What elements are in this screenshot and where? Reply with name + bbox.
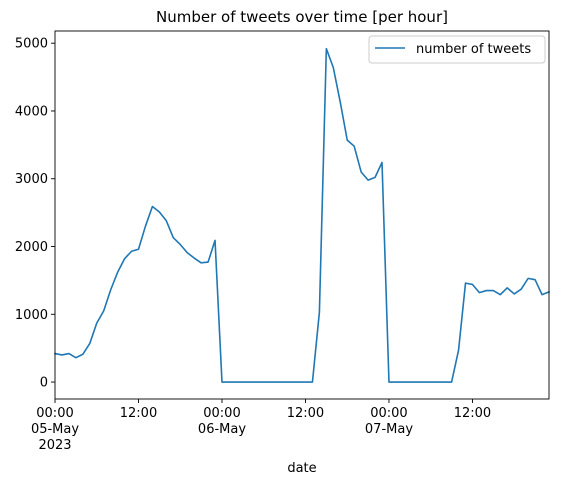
x-axis-label: date (287, 461, 316, 476)
x-tick-label: 00:00 (370, 406, 407, 421)
y-tick-label: 5000 (15, 37, 48, 52)
x-tick-label: 12:00 (287, 406, 324, 421)
x-tick-label: 00:00 (36, 406, 73, 421)
y-axis-ticks: 0 1000 2000 3000 4000 5000 (15, 37, 55, 391)
x-tick-label: 07-May (365, 422, 413, 437)
series-layer (54, 47, 551, 383)
y-tick-label: 1000 (15, 308, 48, 323)
x-tick-label: 05-May (31, 422, 79, 437)
series-line-number-of-tweets (54, 47, 551, 383)
legend-label: number of tweets (416, 42, 531, 57)
y-tick-label: 3000 (15, 172, 48, 187)
legend-box (368, 35, 546, 64)
y-tick-label: 0 (40, 376, 48, 391)
legend: number of tweets (368, 35, 546, 64)
x-tick-label: 12:00 (454, 406, 491, 421)
x-tick-label: 2023 (38, 438, 71, 453)
y-tick-label: 4000 (15, 104, 48, 119)
chart-title: Number of tweets over time [per hour] (156, 8, 448, 26)
y-tick-label: 2000 (15, 240, 48, 255)
x-tick-label: 06-May (198, 422, 246, 437)
x-tick-label: 12:00 (120, 406, 157, 421)
axes-frame (54, 30, 550, 400)
x-tick-label: 00:00 (203, 406, 240, 421)
